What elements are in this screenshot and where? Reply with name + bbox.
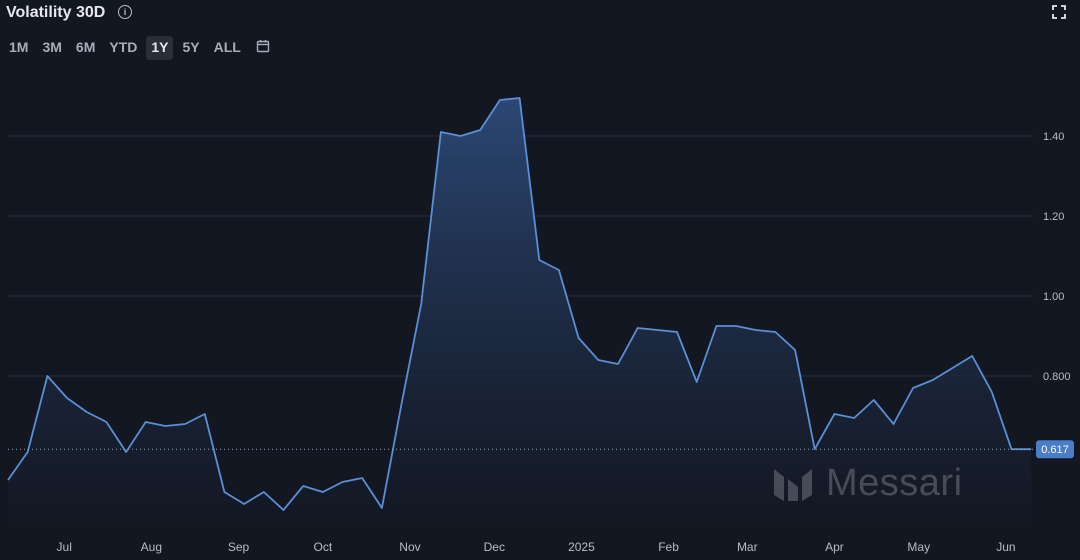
range-ytd-button[interactable]: YTD [109, 39, 138, 55]
series-line [7, 97, 1032, 511]
x-tick-label: Sep [228, 540, 250, 554]
x-tick-label: Mar [737, 540, 758, 554]
info-icon[interactable]: i [118, 5, 132, 19]
chart-header: Volatility 30D i [0, 0, 1080, 30]
x-tick-label: May [907, 540, 930, 554]
range-1y-button[interactable]: 1Y [146, 36, 174, 60]
x-tick-label: Dec [484, 540, 505, 554]
x-tick-label: Feb [658, 540, 679, 554]
y-axis: 0.800 1.00 1.20 1.40 [1043, 131, 1071, 383]
x-tick-label: Jul [57, 540, 72, 554]
x-tick-label: 2025 [568, 540, 595, 554]
range-1m-button[interactable]: 1M [9, 39, 29, 55]
x-tick-label: Aug [141, 540, 162, 554]
y-tick-label: 1.40 [1043, 131, 1064, 143]
messari-watermark: Messari [772, 462, 963, 505]
x-tick-label: Jun [996, 540, 1015, 554]
x-tick-label: Oct [313, 540, 332, 554]
calendar-icon[interactable] [256, 39, 270, 53]
range-3m-button[interactable]: 3M [42, 39, 62, 55]
area-fill [8, 98, 1032, 530]
last-value-label: 0.617 [1041, 444, 1069, 456]
y-tick-label: 0.800 [1043, 371, 1071, 383]
last-value-badge [1036, 440, 1074, 459]
last-value-marker: 0.617 [8, 440, 1074, 459]
fullscreen-icon[interactable] [1052, 5, 1066, 19]
x-tick-label: Apr [825, 540, 844, 554]
x-tick-label: Nov [399, 540, 420, 554]
range-selector: 1M 3M 6M YTD 1Y 5Y ALL [4, 36, 270, 60]
x-axis: Jul Aug Sep Oct Nov Dec 2025 Feb Mar Apr May Jun [57, 540, 1016, 554]
range-all-button[interactable]: ALL [213, 39, 241, 55]
watermark-text: Messari [826, 462, 963, 504]
range-6m-button[interactable]: 6M [75, 39, 96, 55]
range-5y-button[interactable]: 5Y [182, 39, 200, 55]
y-tick-label: 1.20 [1043, 211, 1064, 223]
area-layer [7, 97, 1032, 530]
chart-title: Volatility 30D [6, 4, 106, 21]
messari-logo-icon [774, 468, 812, 501]
y-tick-label: 1.00 [1043, 291, 1064, 303]
